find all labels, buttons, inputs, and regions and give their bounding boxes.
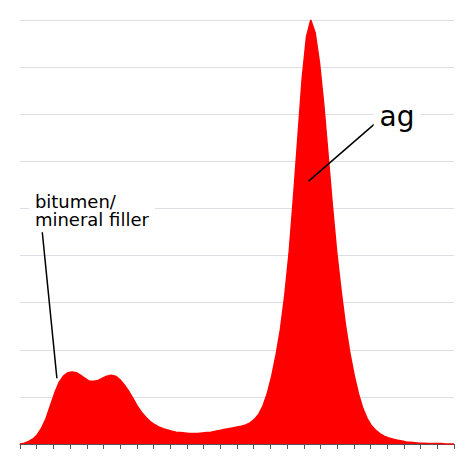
svg-text:ag: ag xyxy=(380,100,415,133)
svg-text:mineral filler: mineral filler xyxy=(35,209,150,230)
svg-text:bitumen/: bitumen/ xyxy=(34,190,116,212)
